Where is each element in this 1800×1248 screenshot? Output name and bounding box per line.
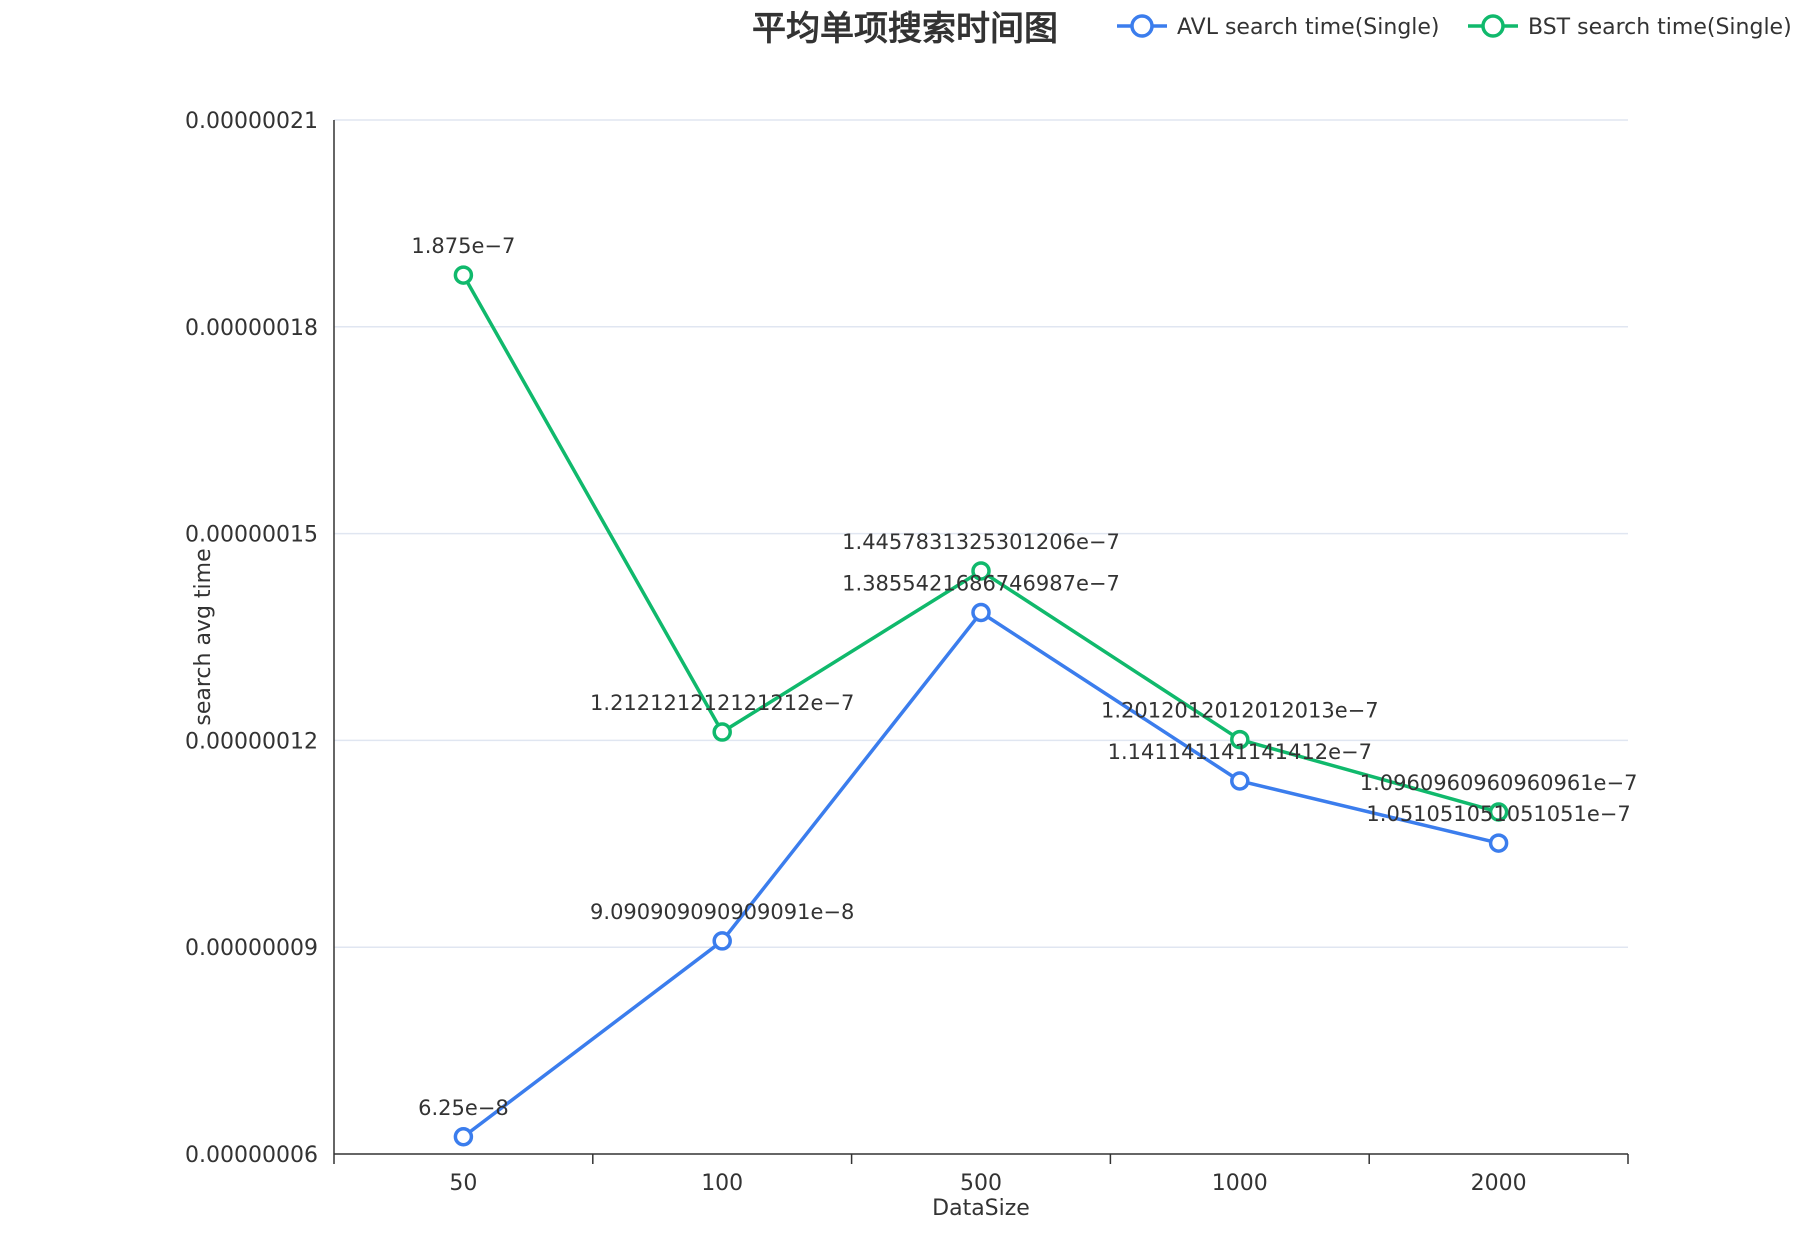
data-label: 1.875e−7	[411, 234, 515, 258]
data-point	[1488, 833, 1509, 853]
x-axis-title: DataSize	[932, 1196, 1030, 1221]
y-tick-label: 0.00000006	[185, 1143, 318, 1168]
series-layer	[453, 265, 1509, 1147]
x-tick-label: 1000	[1212, 1171, 1268, 1196]
data-label: 1.212121212121212e−7	[590, 691, 854, 715]
data-point	[712, 722, 732, 742]
y-tick-label: 0.00000021	[185, 109, 318, 134]
y-tick-label: 0.00000015	[185, 523, 318, 548]
legend[interactable]: AVL search time(Single) BST search time(…	[1117, 14, 1792, 40]
legend-avl-marker	[1130, 14, 1154, 38]
gridlines	[334, 119, 1628, 948]
data-point	[971, 602, 991, 623]
data-point	[1230, 771, 1250, 791]
y-tick-label: 0.00000018	[185, 316, 318, 341]
legend-item-avl[interactable]: AVL search time(Single)	[1117, 14, 1440, 40]
data-label: 9.090909090909091e−8	[590, 900, 854, 924]
data-label: 1.2012012012012013e−7	[1101, 699, 1379, 723]
x-tick-label: 50	[449, 1171, 477, 1196]
data-label: 6.25e−8	[418, 1096, 509, 1120]
data-point	[971, 561, 991, 581]
y-axis-title: search avg time	[191, 548, 216, 725]
data-labels: 6.25e−8 9.090909090909091e−8 1.38554216867…	[411, 234, 1637, 1120]
legend-item-bst[interactable]: BST search time(Single)	[1468, 14, 1792, 40]
data-label: 1.141141141141412e−7	[1108, 740, 1372, 764]
legend-avl-label: AVL search time(Single)	[1177, 15, 1440, 40]
data-point	[1230, 729, 1250, 750]
data-point	[1488, 802, 1509, 822]
x-axis-ticks: 50 100 500 1000 2000	[333, 1154, 1629, 1196]
legend-bst-marker	[1481, 14, 1505, 38]
y-tick-label: 0.00000012	[185, 729, 318, 754]
data-point	[453, 1127, 474, 1147]
x-tick-label: 100	[701, 1171, 743, 1196]
y-axis-tick-labels: 0.00000006 0.00000009 0.00000012 0.00000015…	[185, 109, 318, 1168]
data-label: 1.0960960960960961e−7	[1360, 771, 1638, 795]
data-point	[453, 265, 474, 285]
data-point	[712, 931, 732, 951]
x-tick-label: 2000	[1471, 1171, 1527, 1196]
data-label: 1.4457831325301206e−7	[842, 530, 1120, 554]
chart-title: 平均单项搜索时间图	[752, 9, 1058, 49]
legend-bst-label: BST search time(Single)	[1528, 15, 1792, 40]
data-label: 1.051051051051051e−7	[1366, 802, 1630, 826]
y-tick-label: 0.00000009	[185, 936, 318, 961]
data-label: 1.3855421686746987e−7	[842, 571, 1120, 595]
x-tick-label: 500	[960, 1171, 1002, 1196]
